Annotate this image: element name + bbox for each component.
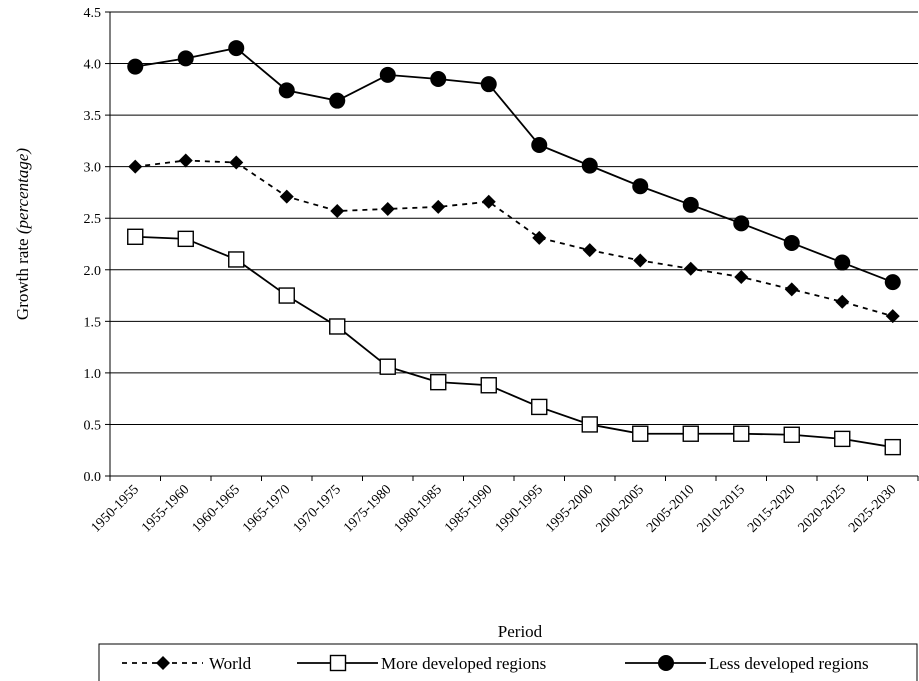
less-developed-point	[228, 40, 245, 57]
less-developed-point	[278, 82, 295, 99]
legend-label: World	[209, 654, 252, 673]
legend-label: Less developed regions	[709, 654, 869, 673]
world-point	[380, 201, 395, 216]
more-developed-point	[430, 373, 447, 391]
less-developed-point	[581, 157, 598, 174]
x-tick-label: 2020-2025	[796, 482, 850, 536]
world-point	[683, 261, 698, 276]
more-developed-point	[834, 430, 851, 448]
y-tick-label: 2.0	[84, 264, 102, 279]
world-point	[532, 230, 547, 245]
more-developed-point	[127, 228, 144, 245]
less-developed-point	[177, 50, 194, 67]
x-tick-label: 2015-2020	[745, 482, 799, 536]
world-point	[835, 294, 850, 309]
gridlines	[110, 11, 918, 425]
x-tick-label: 1980-1985	[392, 482, 446, 536]
less-developed-point	[127, 58, 144, 75]
less-developed-point	[884, 274, 901, 291]
legend-marker	[156, 656, 170, 670]
legend-marker	[329, 654, 347, 672]
x-axis-title: Period	[498, 622, 543, 641]
x-tick-label: 1985-1990	[442, 482, 496, 536]
y-tick-label: 4.5	[84, 6, 102, 21]
world-point	[431, 199, 446, 214]
less-developed-point	[430, 71, 447, 88]
more-developed-point	[581, 416, 598, 433]
y-tick-label: 3.0	[84, 161, 102, 176]
world-point	[229, 155, 244, 170]
less-developed-point	[733, 215, 750, 232]
more-developed-point	[278, 287, 295, 304]
y-tick-label: 1.0	[84, 367, 102, 382]
less-developed-point	[329, 92, 346, 109]
legend-box	[98, 643, 918, 681]
more-developed-point	[228, 251, 245, 268]
more-developed-point	[632, 425, 649, 442]
x-tick-label: 2025-2030	[846, 482, 900, 536]
x-tick-label: 1950-1955	[89, 482, 143, 536]
legend-world: World	[122, 654, 252, 673]
more-developed-point	[329, 318, 346, 335]
y-tick-label: 2.5	[84, 212, 102, 227]
y-tick-label: 0.0	[84, 470, 102, 485]
world-point	[330, 204, 345, 219]
more-developed-point	[379, 358, 396, 375]
x-tick-label: 2010-2015	[695, 482, 749, 536]
more-developed-line	[135, 235, 893, 449]
x-tick-label: 1990-1995	[493, 482, 547, 536]
world-point	[784, 282, 799, 297]
series-lines	[135, 47, 894, 449]
x-tick-label: 1965-1970	[240, 482, 294, 536]
x-tick-label: 1960-1965	[190, 482, 244, 536]
world-point	[481, 194, 496, 209]
x-tick-label: 1955-1960	[139, 482, 193, 536]
less-developed-point	[682, 196, 699, 213]
less-developed-point	[834, 254, 851, 271]
legend-label: More developed regions	[381, 654, 546, 673]
less-developed-line	[135, 47, 894, 283]
world-point	[885, 309, 900, 324]
more-developed-point	[783, 426, 800, 443]
y-axis-title: Growth rate (percentage)	[13, 148, 32, 320]
legend-marker	[658, 655, 674, 671]
x-tick-label: 1975-1980	[341, 482, 395, 536]
world-point	[178, 153, 193, 168]
world-point	[128, 159, 143, 174]
series-markers	[127, 40, 901, 456]
axes: 0.00.51.01.52.02.53.03.54.04.51950-19551…	[84, 6, 919, 536]
y-tick-label: 4.0	[84, 58, 102, 73]
world-point	[582, 243, 597, 258]
less-developed-point	[632, 178, 649, 195]
y-tick-label: 1.5	[84, 315, 102, 330]
world-point	[633, 253, 648, 268]
x-tick-label: 2000-2005	[594, 482, 648, 536]
more-developed-point	[177, 230, 194, 248]
y-tick-label: 0.5	[84, 418, 102, 433]
less-developed-point	[531, 137, 548, 154]
more-developed-point	[682, 425, 699, 442]
less-developed-point	[480, 76, 497, 93]
y-tick-label: 3.5	[84, 109, 102, 124]
world-point	[734, 269, 749, 284]
more-developed-point	[480, 377, 497, 394]
y-axis-title-unit: (percentage)	[13, 148, 32, 235]
more-developed-point	[733, 425, 750, 442]
legend: World More developed regions Less develope…	[98, 643, 918, 681]
more-developed-point	[531, 398, 548, 416]
world-point	[279, 189, 294, 204]
legend-more-developed: More developed regions	[297, 654, 546, 673]
less-developed-point	[379, 66, 396, 83]
x-tick-label: 1995-2000	[543, 482, 597, 536]
less-developed-point	[783, 234, 800, 251]
more-developed-point	[884, 438, 901, 456]
x-tick-label: 2005-2010	[644, 482, 698, 536]
y-axis-title-main: Growth rate	[13, 234, 32, 320]
world-line	[135, 159, 893, 318]
legend-less-developed: Less developed regions	[625, 654, 869, 673]
x-tick-label: 1970-1975	[291, 482, 345, 536]
